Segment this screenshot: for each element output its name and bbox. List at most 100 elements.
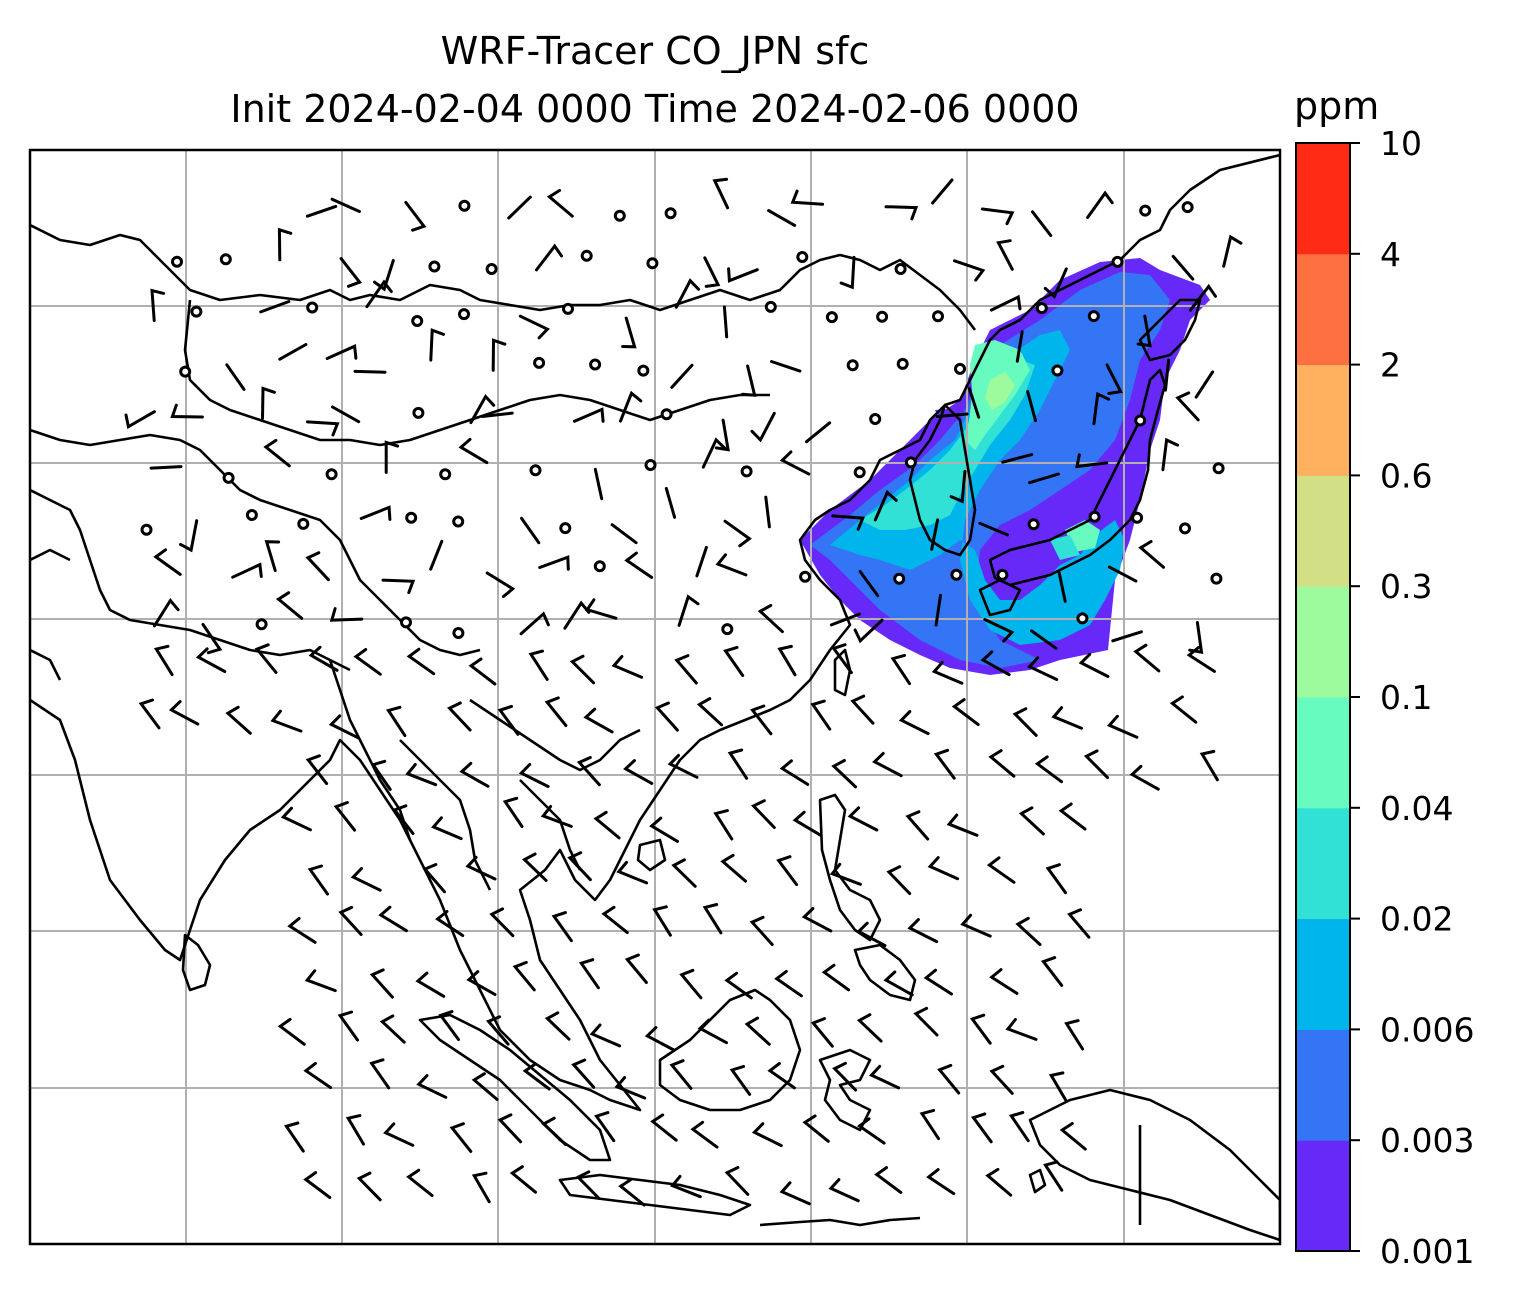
calm-markers — [140, 199, 1225, 639]
wind-barb — [459, 761, 490, 788]
wind-barb — [931, 178, 954, 205]
wind-barb — [1057, 570, 1067, 603]
calm-wind-marker — [485, 263, 498, 275]
colorbar-tick-label: 0.04 — [1380, 789, 1453, 828]
wind-barb — [970, 1112, 993, 1144]
calm-wind-marker — [297, 517, 310, 530]
colorbar-segment — [1296, 918, 1350, 1030]
wind-barb — [378, 905, 408, 933]
colorbar-tick-label: 2 — [1380, 346, 1401, 385]
wind-barb — [384, 440, 400, 474]
wind-barb — [305, 551, 330, 582]
wind-barb — [619, 390, 643, 423]
wind-barb — [594, 1111, 616, 1143]
wind-barb — [696, 697, 723, 727]
wind-barb — [1107, 565, 1138, 583]
calm-wind-marker — [876, 310, 889, 323]
wind-barb — [930, 518, 940, 551]
calm-wind-marker — [846, 359, 859, 372]
wind-barb — [149, 465, 183, 470]
wind-barb — [447, 701, 472, 732]
figure-subtitle: Init 2024-02-04 0000 Time 2024-02-06 000… — [230, 87, 1080, 131]
calm-wind-marker — [894, 263, 907, 275]
wind-barb — [832, 1061, 858, 1092]
wind-barbs — [124, 177, 1243, 1207]
wind-barb — [438, 1010, 460, 1041]
colorbar-tick-label: 0.6 — [1380, 456, 1432, 495]
wind-barb — [1045, 863, 1067, 895]
wind-barb — [225, 363, 246, 391]
wind-barb — [551, 911, 573, 943]
wind-barb — [713, 809, 734, 841]
wind-barb — [308, 645, 339, 672]
colorbar-tick-label: 0.3 — [1380, 567, 1432, 606]
calm-wind-marker — [825, 311, 838, 324]
wind-barb — [989, 294, 1022, 312]
wind-barb — [927, 856, 960, 881]
calm-wind-marker — [412, 406, 425, 419]
map-frame — [28, 148, 1282, 1246]
calm-wind-marker — [1139, 204, 1152, 217]
calm-wind-marker — [904, 456, 917, 469]
wind-barb — [280, 806, 312, 832]
wind-barb — [480, 411, 514, 418]
wind-barb — [980, 207, 1015, 226]
wind-barb — [790, 189, 825, 206]
wind-barb — [379, 1014, 406, 1044]
wind-barb — [589, 1023, 622, 1048]
wind-barb — [624, 953, 648, 984]
wind-barb — [701, 437, 727, 469]
wind-barb — [934, 593, 942, 627]
wind-barb — [679, 968, 703, 1000]
wind-barb — [573, 407, 605, 423]
wind-barb — [278, 343, 308, 361]
wind-barb — [1015, 916, 1042, 946]
wind-barb — [931, 661, 964, 685]
calm-wind-marker — [613, 209, 626, 222]
wind-barb — [1186, 646, 1216, 673]
wind-barb — [890, 653, 911, 686]
wind-barb — [1001, 453, 1034, 464]
wind-barb — [1086, 190, 1114, 219]
calm-wind-marker — [439, 468, 452, 481]
wind-barb — [937, 1063, 961, 1095]
wind-barb — [1058, 802, 1087, 831]
wind-barb — [225, 705, 252, 735]
wind-barb — [544, 696, 568, 727]
wind-barb — [575, 1170, 601, 1200]
wind-barb — [1133, 643, 1161, 673]
wind-barb — [751, 1122, 783, 1148]
wind-barb — [329, 607, 364, 622]
wind-barb — [465, 855, 497, 881]
wind-barb — [618, 1178, 646, 1207]
wind-barb — [535, 243, 563, 272]
calm-wind-marker — [140, 523, 153, 536]
wind-barb — [571, 1058, 596, 1089]
wind-barb — [969, 1013, 992, 1045]
calm-wind-marker — [562, 302, 574, 315]
wind-barb — [884, 205, 919, 221]
wind-barb — [275, 591, 304, 620]
colorbar-segment — [1296, 143, 1350, 255]
calm-wind-marker — [954, 362, 966, 375]
colorbar-tick-label: 0.003 — [1380, 1121, 1474, 1160]
calm-wind-marker — [589, 358, 602, 371]
wind-barb — [677, 594, 700, 627]
wind-barb — [153, 548, 182, 576]
wind-barb — [1078, 652, 1110, 678]
wind-barb — [1043, 267, 1068, 299]
wind-barb — [779, 1181, 811, 1206]
calm-wind-marker — [458, 199, 471, 212]
calm-wind-marker — [1027, 518, 1040, 531]
wind-barb — [690, 1120, 719, 1149]
wind-barb — [750, 799, 776, 829]
wind-barb — [259, 300, 291, 314]
calm-wind-marker — [764, 300, 777, 313]
calm-wind-marker — [1051, 364, 1064, 377]
wind-barb — [886, 865, 912, 896]
wind-barb — [831, 514, 865, 531]
wind-barb — [697, 1018, 728, 1045]
wind-barb — [353, 648, 382, 676]
wind-barb — [905, 810, 930, 841]
wind-barb — [540, 805, 573, 828]
